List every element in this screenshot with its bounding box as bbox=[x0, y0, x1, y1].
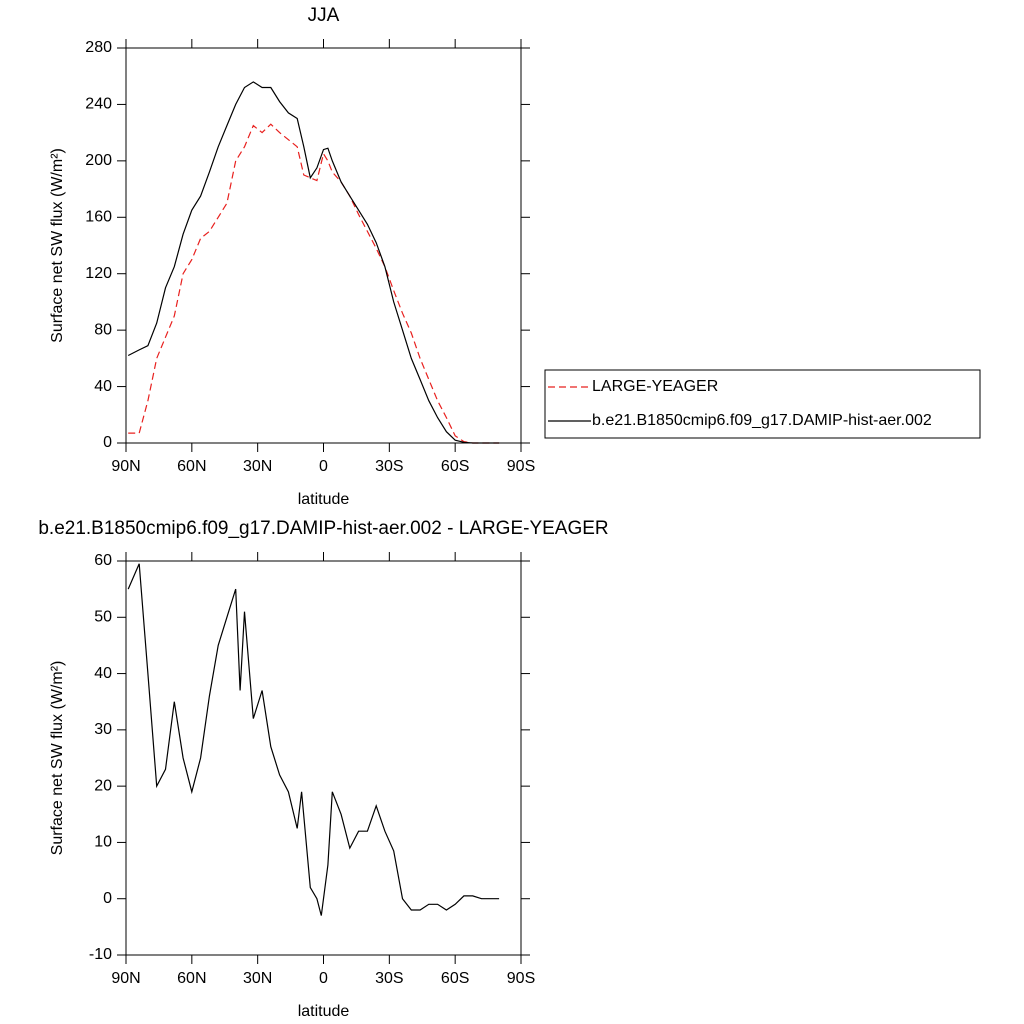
x-tick-label: 60N bbox=[177, 458, 206, 475]
legend-label: LARGE-YEAGER bbox=[592, 378, 718, 395]
plot-frame bbox=[125, 560, 522, 956]
x-tick-label: 90S bbox=[507, 458, 535, 475]
y-tick-label: 60 bbox=[94, 552, 112, 569]
x-tick-label: 90S bbox=[507, 970, 535, 987]
y-tick-label: 240 bbox=[85, 96, 112, 113]
y-tick-label: 10 bbox=[94, 834, 112, 851]
x-tick-label: 60S bbox=[441, 458, 469, 475]
legend-box bbox=[544, 369, 981, 439]
y-tick-label: 160 bbox=[85, 209, 112, 226]
y-tick-label: 0 bbox=[103, 434, 112, 451]
y-tick-label: 40 bbox=[94, 378, 112, 395]
x-tick-label: 0 bbox=[319, 458, 328, 475]
chart-title: b.e21.B1850cmip6.f09_g17.DAMIP-hist-aer.… bbox=[38, 518, 608, 539]
y-tick-label: -10 bbox=[89, 946, 112, 963]
series-line bbox=[127, 81, 500, 444]
y-axis-label: Surface net SW flux (W/m²) bbox=[49, 661, 66, 856]
legend-label: b.e21.B1850cmip6.f09_g17.DAMIP-hist-aer.… bbox=[592, 412, 932, 429]
series-line bbox=[127, 563, 500, 916]
y-axis-label: Surface net SW flux (W/m²) bbox=[49, 148, 66, 343]
y-tick-label: 0 bbox=[103, 890, 112, 907]
series-line bbox=[128, 123, 500, 444]
y-tick-label: 50 bbox=[94, 609, 112, 626]
y-tick-label: 120 bbox=[85, 265, 112, 282]
chart-title: JJA bbox=[308, 5, 340, 26]
y-tick-label: 20 bbox=[94, 777, 112, 794]
y-tick-label: 280 bbox=[85, 39, 112, 56]
panel: JJA latitude Surface net SW flux (W/m²) 0 40… bbox=[49, 5, 981, 508]
plot-frame bbox=[125, 47, 522, 444]
panel: b.e21.B1850cmip6.f09_g17.DAMIP-hist-aer.… bbox=[38, 518, 608, 1020]
y-tick-label: 40 bbox=[94, 665, 112, 682]
x-tick-label: 0 bbox=[319, 970, 328, 987]
x-axis-label: latitude bbox=[298, 1003, 350, 1020]
y-tick-label: 30 bbox=[94, 721, 112, 738]
x-tick-label: 30N bbox=[243, 970, 272, 987]
y-tick-label: 200 bbox=[85, 152, 112, 169]
x-tick-label: 90N bbox=[111, 970, 140, 987]
x-tick-label: 90N bbox=[111, 458, 140, 475]
y-tick-label: 80 bbox=[94, 321, 112, 338]
x-tick-label: 60N bbox=[177, 970, 206, 987]
x-tick-label: 30S bbox=[375, 970, 403, 987]
x-tick-label: 30N bbox=[243, 458, 272, 475]
x-tick-label: 60S bbox=[441, 970, 469, 987]
x-axis-label: latitude bbox=[298, 491, 350, 508]
x-tick-label: 30S bbox=[375, 458, 403, 475]
